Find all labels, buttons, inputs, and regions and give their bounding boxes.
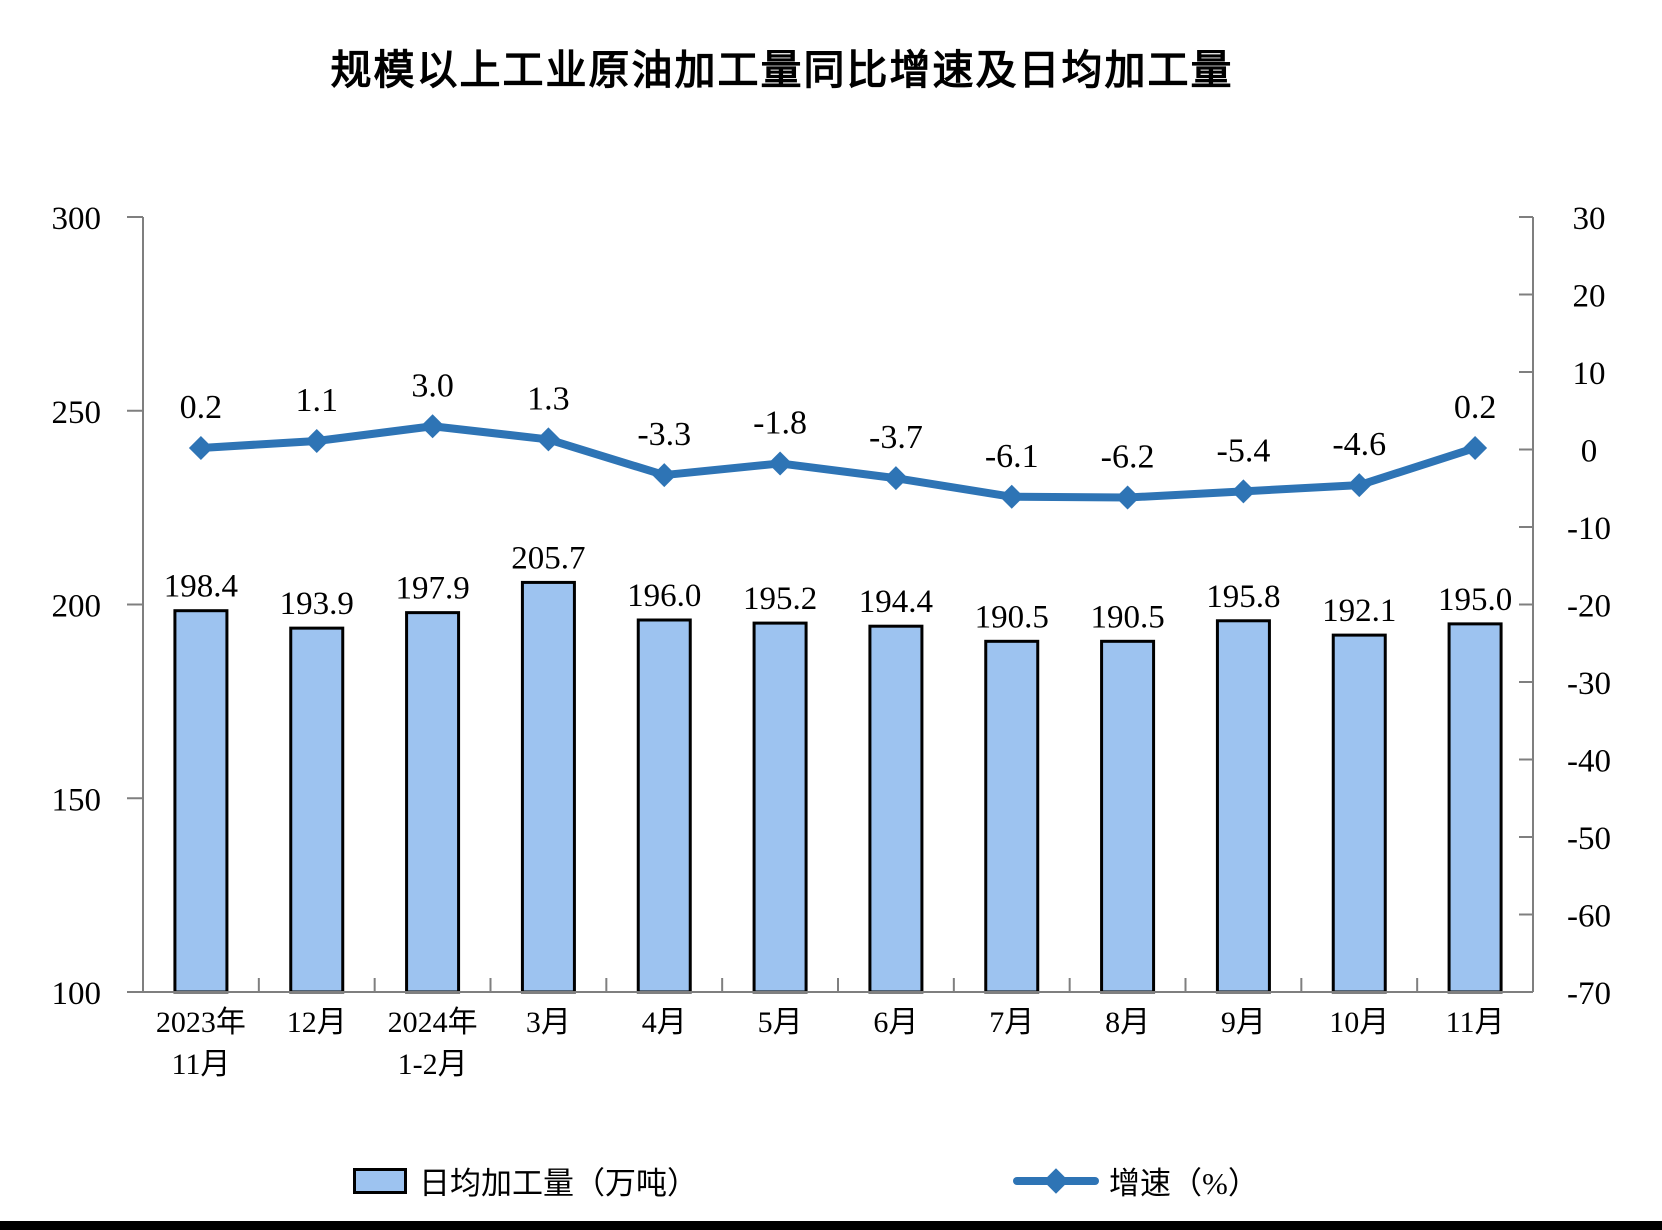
bar — [1447, 622, 1503, 994]
left-axis-tick-label: 250 — [52, 395, 102, 431]
right-axis-tick-label: -60 — [1567, 899, 1611, 935]
line-value-label: -4.6 — [1332, 426, 1386, 463]
right-axis-tick-label: -40 — [1567, 744, 1611, 780]
legend-item-growth-rate: 增速（%） — [1013, 1158, 1259, 1203]
legend-label-daily-volume: 日均加工量（万吨） — [419, 1166, 698, 1201]
x-axis-label: 1-2月 — [398, 1048, 468, 1081]
bar — [289, 626, 345, 994]
x-axis-label: 8月 — [1105, 1006, 1150, 1039]
bar — [1331, 633, 1387, 994]
line-value-label: -3.3 — [637, 416, 691, 453]
right-axis-tick-label: 10 — [1573, 356, 1606, 392]
line-value-label: -3.7 — [869, 419, 923, 456]
x-axis-label: 2023年 — [156, 1006, 246, 1039]
line-point — [188, 435, 213, 460]
right-axis-tick-label: -50 — [1567, 821, 1611, 857]
bar-value-label: 195.2 — [743, 581, 817, 617]
left-axis-tick-label: 300 — [52, 201, 102, 237]
line-marker-swatch-icon — [1013, 1167, 1099, 1194]
line-point — [768, 451, 793, 476]
left-axis-tick-label: 100 — [52, 976, 102, 1012]
bar-value-label: 198.4 — [164, 569, 238, 605]
bar-value-label: 190.5 — [1090, 599, 1164, 635]
legend-label-growth-rate: 增速（%） — [1109, 1166, 1259, 1201]
x-axis-label: 9月 — [1221, 1006, 1266, 1039]
right-axis-tick-label: 30 — [1573, 201, 1606, 237]
bar-swatch-icon — [353, 1167, 407, 1194]
x-axis-label: 6月 — [873, 1006, 918, 1039]
line-value-label: 0.2 — [180, 389, 223, 426]
bar — [520, 580, 576, 994]
line-value-label: -5.4 — [1217, 432, 1271, 469]
line-point — [1231, 479, 1256, 504]
line-value-label: 1.3 — [527, 380, 570, 417]
bar — [868, 624, 924, 994]
right-axis-tick-label: -30 — [1567, 666, 1611, 702]
line-value-label: 0.2 — [1454, 389, 1497, 426]
x-axis-label: 7月 — [989, 1006, 1034, 1039]
bar — [405, 611, 461, 994]
bar-value-label: 195.8 — [1206, 579, 1280, 615]
legend-item-daily-volume: 日均加工量（万吨） — [353, 1158, 698, 1203]
line-point — [1347, 473, 1372, 498]
bar-value-label: 197.9 — [395, 571, 469, 607]
chart-legend: 日均加工量（万吨） 增速（%） — [0, 1150, 1662, 1210]
bottom-border-bar — [0, 1221, 1662, 1230]
line-point — [1463, 435, 1488, 460]
x-axis-label: 5月 — [758, 1006, 803, 1039]
line-point — [999, 484, 1024, 509]
right-axis-tick-label: 0 — [1581, 434, 1598, 470]
chart-title: 规模以上工业原油加工量同比增速及日均加工量 — [330, 47, 1234, 93]
bar — [173, 609, 229, 994]
line-point — [652, 463, 677, 488]
right-axis-tick-label: 20 — [1573, 279, 1606, 315]
bar-value-label: 193.9 — [280, 586, 354, 622]
bar — [1100, 639, 1156, 994]
line-point — [1115, 485, 1140, 510]
line-value-label: -6.1 — [985, 438, 1039, 475]
line-point — [883, 466, 908, 491]
x-axis-label: 12月 — [287, 1006, 347, 1039]
line-value-label: -6.2 — [1101, 439, 1155, 476]
left-axis-tick-label: 150 — [52, 782, 102, 818]
x-axis-label: 11月 — [171, 1048, 230, 1081]
right-axis-tick-label: -10 — [1567, 511, 1611, 547]
bar-value-label: 192.1 — [1322, 593, 1396, 629]
x-axis-label: 3月 — [526, 1006, 571, 1039]
bar-value-label: 190.5 — [975, 599, 1049, 635]
line-value-label: 1.1 — [296, 382, 339, 419]
bar — [752, 621, 808, 994]
growth-line — [196, 422, 1480, 502]
bar — [636, 618, 692, 994]
left-axis-tick-label: 200 — [52, 589, 102, 625]
bar-value-label: 194.4 — [859, 584, 933, 620]
line-point — [420, 414, 445, 439]
bar — [1215, 619, 1271, 994]
line-value-label: 3.0 — [411, 367, 454, 404]
right-axis-tick-label: -20 — [1567, 589, 1611, 625]
right-axis-tick-label: -70 — [1567, 976, 1611, 1012]
bar-value-label: 196.0 — [627, 578, 701, 614]
line-point — [536, 427, 561, 452]
bar-value-label: 205.7 — [511, 540, 585, 576]
x-axis-label: 11月 — [1446, 1006, 1505, 1039]
line-value-label: -1.8 — [753, 404, 807, 441]
x-axis-label: 2024年 — [388, 1006, 478, 1039]
line-point — [304, 428, 329, 453]
bar — [984, 639, 1040, 994]
x-axis-label: 10月 — [1329, 1006, 1389, 1039]
x-axis-label: 4月 — [642, 1006, 687, 1039]
bar-value-label: 195.0 — [1438, 582, 1512, 618]
